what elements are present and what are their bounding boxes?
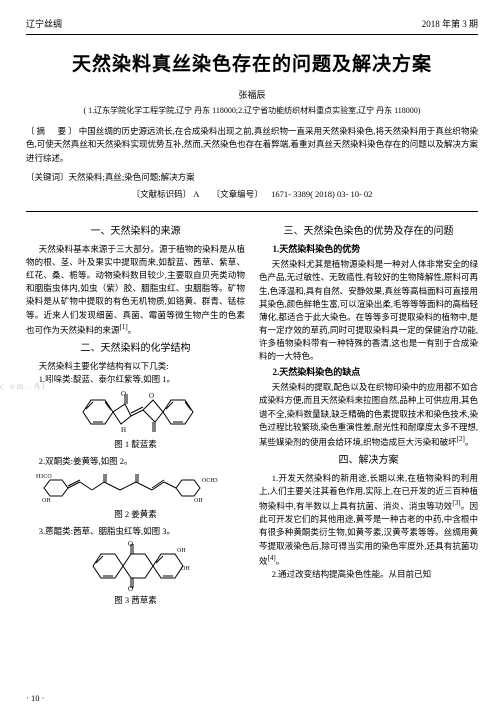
keywords: 〔关键词〕天然染料;真丝;染色问题;解决方案 xyxy=(26,171,478,184)
classification-line: 〔文献标识码〕 A 〔文章编号〕 1671- 3389( 2018) 03- 1… xyxy=(26,188,478,201)
keywords-label: 〔关键词〕 xyxy=(26,172,69,182)
sec1-end: 。 xyxy=(128,325,137,335)
fig2-oh-right: OH xyxy=(194,498,203,504)
svg-text:OH: OH xyxy=(181,566,190,572)
figure-2-caption: 图 2 姜黄素 xyxy=(26,508,245,521)
article-num-label: 〔文章编号〕 xyxy=(212,189,263,199)
section-3-heading: 三、天然染色染色的优势及存在的问题 xyxy=(259,224,478,239)
divider xyxy=(26,211,478,212)
content-columns: 一、天然染料的来源 天然染料基本来源于三大部分。源于植物的染料是从植物的根、茎、… xyxy=(26,220,478,611)
figure-3-alizarin: O O OH OH xyxy=(81,540,191,592)
keywords-text: 天然染料;真丝;染色问题;解决方案 xyxy=(69,172,195,182)
figure-1-caption: 图 1 靛蓝素 xyxy=(26,438,245,451)
svg-text:O: O xyxy=(121,390,126,398)
right-column: 三、天然染色染色的优势及存在的问题 1.天然染料染色的优势 天然染料尤其是植物源… xyxy=(259,220,478,611)
citation-2: [2] xyxy=(457,435,465,443)
journal-name: 辽宁丝绸 xyxy=(26,18,62,32)
section-4-p1: 1.开发天然染料的新用途,长期以来,在植物染料的利用上,人们主要关注其着色作用,… xyxy=(259,472,478,568)
svg-text:H: H xyxy=(121,426,126,434)
abstract-label: 〔摘 要〕 xyxy=(26,126,79,136)
sec3-p2-text: 天然染料的提取,配色以及在织物印染中的应用都不如合成染料方便,而且天然染料来拉图… xyxy=(259,382,478,447)
section-3-sub1: 1.天然染料染色的优势 xyxy=(259,243,478,257)
author: 张福辰 xyxy=(26,89,478,103)
section-3-sub2: 2.天然染料染色的缺点 xyxy=(259,366,478,380)
abstract: 〔摘 要〕中国丝绸的历史源远流长,在合成染料出现之前,真丝织物一直采用天然染料染… xyxy=(26,125,478,166)
fig2-och3-right: OCH3 xyxy=(202,478,218,484)
sec4-p1a: 1.开发天然染料的新用途,长期以来,在植物染料的利用上,人们主要关注其着色作用,… xyxy=(259,473,478,511)
item-3: 3.蒽醌类:茜草、胭脂虫红等,如图 3。 xyxy=(26,525,245,538)
running-header: 辽宁丝绸 2018 年第 3 期 xyxy=(26,18,478,35)
doc-code-label: 〔文献标识码〕 xyxy=(132,189,192,199)
sec3-p2-end: 。 xyxy=(465,437,474,447)
svg-text:O: O xyxy=(149,392,154,400)
sec4-p1c: 。 xyxy=(276,556,285,566)
section-3-p2: 天然染料的提取,配色以及在织物印染中的应用都不如合成染料方便,而且天然染料来拉图… xyxy=(259,381,478,449)
issue-info: 2018 年第 3 期 xyxy=(422,18,478,32)
page-number: · 10 · xyxy=(26,692,44,705)
figure-3-caption: 图 3 茜草素 xyxy=(26,594,245,607)
doc-code: A xyxy=(193,189,199,199)
section-1-heading: 一、天然染料的来源 xyxy=(26,224,245,239)
citation-1: [1] xyxy=(120,323,128,331)
article-title: 天然染料真丝染色存在的问题及解决方案 xyxy=(26,51,478,80)
citation-4: [4] xyxy=(268,554,276,562)
abstract-text: 中国丝绸的历史源远流长,在合成染料出现之前,真丝织物一直采用天然染料染色,将天然… xyxy=(26,126,478,163)
fig2-oh-left: OH xyxy=(42,498,51,504)
section-1-p1: 天然染料基本来源于三大部分。源于植物的染料是从植物的根、茎、叶及果实中提取而来,… xyxy=(26,243,245,337)
page: 辽宁丝绸 2018 年第 3 期 天然染料真丝染色存在的问题及解决方案 张福辰 … xyxy=(0,0,504,611)
article-num: 1671- 3389( 2018) 03- 10- 02 xyxy=(271,189,372,199)
sec1-text: 天然染料基本来源于三大部分。源于植物的染料是从植物的根、茎、叶及果实中提取而来,… xyxy=(26,244,245,335)
svg-text:O: O xyxy=(128,540,133,548)
fig2-h3co-left: H3CO xyxy=(36,474,52,480)
section-2-intro: 天然染料主要化学结构有以下几类: xyxy=(26,360,245,373)
figure-1-indigo: H O O xyxy=(71,388,201,436)
left-column: 一、天然染料的来源 天然染料基本来源于三大部分。源于植物的染料是从植物的根、茎、… xyxy=(26,220,245,611)
section-4-p2: 2.通过改变结构提高染色性能。从目前已知 xyxy=(259,568,478,581)
section-4-heading: 四、解决方案 xyxy=(259,453,478,468)
svg-text:OH: OH xyxy=(177,548,186,554)
item-1: 1.吲哚类:靛蓝、泰尔红紫等,如图 1。 xyxy=(26,373,245,386)
citation-3: [3] xyxy=(452,499,460,507)
affiliation: ( 1.辽东学院化学工程学院,辽宁 丹东 118000;2.辽宁省功能纺织材料重… xyxy=(26,105,478,117)
item-2: 2.双酮类:姜黄等,如图 2。 xyxy=(26,455,245,468)
watermark: c om. Al xyxy=(0,380,47,394)
section-3-p1: 天然染料尤其是植物源染料是一种对人体非常安全的绿色产品,无过敏性、无致癌性,有较… xyxy=(259,258,478,363)
section-2-heading: 二、天然染料的化学结构 xyxy=(26,341,245,356)
svg-text:O: O xyxy=(128,585,133,592)
figure-2-curcumin: H3CO OCH3 OH OH xyxy=(36,470,236,506)
